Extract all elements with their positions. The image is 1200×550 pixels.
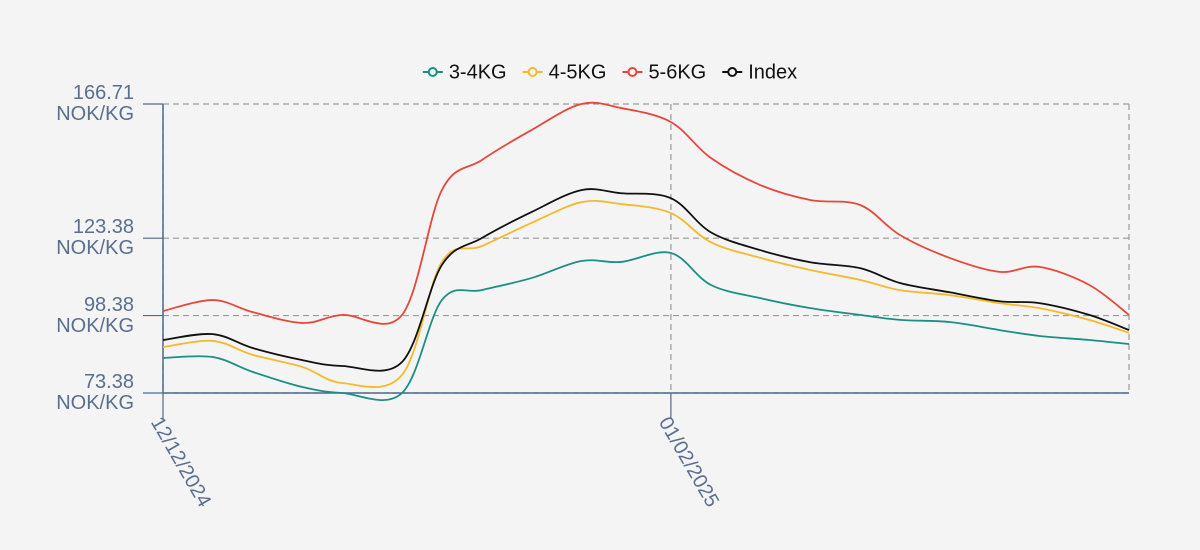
legend-item: 4-5KG [522, 61, 607, 83]
legend-label: 5-6KG [648, 61, 706, 83]
series-line [162, 101, 1130, 325]
x-tick-label: 12/12/2024 [146, 413, 215, 511]
legend-marker [727, 67, 738, 77]
legend-label: Index [748, 61, 797, 83]
series-line [162, 188, 1130, 372]
series-line [162, 199, 1130, 388]
series-line [162, 251, 1130, 402]
legend-item: 3-4KG [422, 61, 507, 83]
legend-item: 5-6KG [622, 61, 706, 83]
y-tick-label: 73.38 NOK/KG [56, 371, 134, 414]
legend-item: Index [722, 61, 797, 83]
x-tick-label: 01/02/2025 [654, 413, 723, 511]
legend-label: 4-5KG [549, 61, 607, 83]
y-tick-label: 98.38 NOK/KG [56, 293, 134, 337]
legend-marker [627, 67, 638, 77]
legend-label: 3-4KG [449, 61, 507, 83]
y-tick-label: 123.38 NOK/KG [56, 216, 134, 260]
y-tick-label: 166.71 NOK/KG [56, 82, 134, 125]
legend: 3-4KG 4-5KG 5-6KG Index [422, 61, 797, 83]
legend-marker [527, 67, 538, 77]
legend-marker [427, 67, 438, 77]
